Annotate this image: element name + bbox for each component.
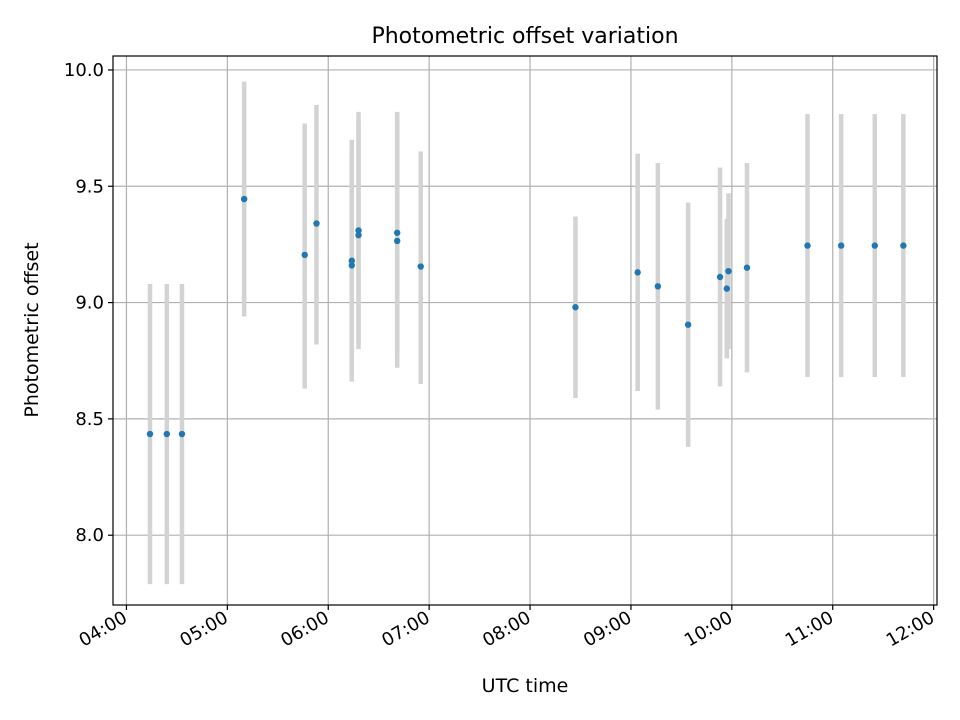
y-axis-label: Photometric offset [21,242,43,417]
y-tick-label: 9.5 [75,176,104,197]
data-point [837,242,845,249]
grid-lines [113,56,937,605]
y-tick-label: 9.0 [75,293,104,314]
data-point [348,262,355,269]
data-point [355,227,362,234]
y-tick-label: 10.0 [64,60,104,81]
data-point [301,251,308,259]
data-point [417,263,424,270]
data-point [900,242,907,249]
data-point [348,257,355,264]
data-point [393,237,401,245]
data-point [393,229,401,236]
data-point [725,267,732,275]
data-points [146,195,907,438]
data-point [804,242,811,249]
plot-frame [112,55,938,606]
data-point [240,195,248,203]
x-axis-label: UTC time [482,675,569,697]
data-point [178,430,186,438]
data-point [654,283,662,290]
data-point [723,285,730,292]
data-point [871,242,878,249]
chart-title: Photometric offset variation [371,24,678,49]
data-point [163,430,171,438]
data-point [634,269,641,276]
data-point [572,304,579,311]
y-tick-label: 8.5 [75,409,104,430]
data-point [743,264,751,271]
data-point [716,273,724,281]
y-tick-label: 8.0 [75,525,104,546]
data-point [355,231,362,239]
data-point [146,430,154,438]
data-point [684,321,692,328]
data-point [313,220,320,227]
